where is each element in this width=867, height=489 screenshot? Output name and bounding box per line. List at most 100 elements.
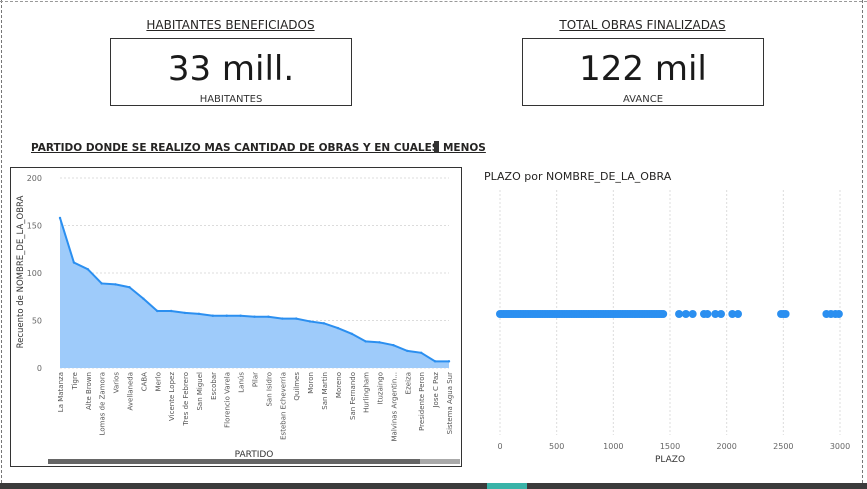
scatter-point (616, 310, 625, 318)
scatter-point (523, 310, 532, 318)
scatter-point (504, 310, 513, 318)
scatter-point (586, 310, 595, 318)
scatter-point (606, 310, 615, 318)
x-tick-label: 1000 (603, 442, 623, 451)
scatter-point (531, 310, 540, 318)
scatter-point (521, 310, 530, 318)
scatter-point (637, 310, 646, 318)
scatter-point (499, 310, 508, 318)
scatter-point (635, 310, 644, 318)
scatter-point (645, 310, 654, 318)
scatter-point (681, 310, 690, 318)
scatter-point (608, 310, 617, 318)
scatter-point (603, 310, 612, 318)
scatter-point (497, 310, 506, 318)
scatter-point (501, 310, 510, 318)
scatter-point (547, 310, 555, 318)
scatter-point (822, 310, 831, 318)
scatter-point (541, 310, 550, 318)
scatter-chart-title: PLAZO por NOMBRE_DE_LA_OBRA (484, 170, 672, 183)
page-border-left (1, 0, 2, 483)
scatter-point (717, 310, 725, 318)
scatter-point (496, 310, 504, 318)
kpi-obras-card[interactable]: 122 mil AVANCE (522, 38, 764, 106)
kpi-obras-subtitle: AVANCE (622, 94, 664, 105)
scatter-point (565, 310, 574, 318)
scatter-point (659, 310, 668, 318)
active-page-indicator[interactable] (487, 483, 527, 489)
scatter-point (575, 310, 584, 318)
kpi-habitantes-title: HABITANTES BENEFICIADOS (146, 18, 315, 32)
x-tick-label: 2000 (716, 442, 736, 451)
scatter-point (552, 310, 561, 318)
x-tick-label: 500 (549, 442, 564, 451)
scatter-point (516, 310, 525, 318)
scatter-point (781, 310, 790, 318)
scatter-point (633, 310, 642, 318)
scatter-point (650, 310, 659, 318)
scatter-point (560, 310, 569, 318)
chart-scrollbar-thumb[interactable] (48, 459, 420, 464)
scatter-point (572, 310, 581, 318)
scatter-point (711, 310, 720, 318)
scatter-point (557, 310, 566, 318)
scatter-point (509, 310, 518, 318)
page-border-top (0, 1, 867, 2)
scatter-point (506, 310, 515, 318)
page-tabs-bar (0, 483, 867, 489)
title-marker (434, 141, 439, 153)
scatter-point (623, 310, 632, 318)
kpi-obras-title: TOTAL OBRAS FINALIZADAS (559, 18, 726, 32)
scatter-point (657, 310, 666, 318)
scatter-point (519, 310, 528, 318)
scatter-point (591, 310, 600, 318)
scatter-point (826, 310, 835, 318)
scatter-point (530, 310, 538, 318)
scatter-point (502, 310, 511, 318)
scatter-point (513, 310, 521, 318)
scatter-point (574, 310, 583, 318)
scatter-point (626, 310, 635, 318)
page-border-right (862, 0, 863, 483)
scatter-point (604, 310, 613, 318)
scatter-point (528, 310, 537, 318)
x-tick-label: 1500 (660, 442, 680, 451)
scatter-point (587, 310, 596, 318)
scatter-point (545, 310, 554, 318)
scatter-point (779, 310, 788, 318)
scatter-point (524, 310, 533, 318)
scatter-point (688, 310, 697, 318)
scatter-point (675, 310, 684, 318)
scatter-point (555, 310, 564, 318)
x-tick-label: 3000 (830, 442, 850, 451)
scatter-point (536, 310, 545, 318)
scatter-point (562, 310, 571, 318)
scatter-point (567, 310, 576, 318)
scatter-point (589, 310, 598, 318)
area-chart-frame[interactable] (10, 167, 462, 467)
scatter-point (652, 310, 661, 318)
scatter-point (581, 310, 589, 318)
scatter-point (594, 310, 603, 318)
scatter-point (543, 310, 552, 318)
scatter-point (598, 310, 606, 318)
scatter-point (548, 310, 557, 318)
scatter-point (550, 310, 559, 318)
scatter-point (511, 310, 520, 318)
scatter-point (558, 310, 567, 318)
scatter-point (777, 310, 786, 318)
scatter-point (535, 310, 544, 318)
scatter-point (577, 310, 586, 318)
scatter-point (611, 310, 620, 318)
scatter-point (643, 310, 652, 318)
scatter-point (831, 310, 840, 318)
scatter-point (728, 310, 737, 318)
scatter-point (601, 310, 610, 318)
scatter-point (592, 310, 601, 318)
scatter-point (596, 310, 605, 318)
scatter-point (620, 310, 629, 318)
scatter-point (569, 310, 578, 318)
kpi-habitantes-card[interactable]: 33 mill. HABITANTES (110, 38, 352, 106)
kpi-habitantes-value: 33 mill. (167, 49, 295, 89)
scatter-point (621, 310, 630, 318)
